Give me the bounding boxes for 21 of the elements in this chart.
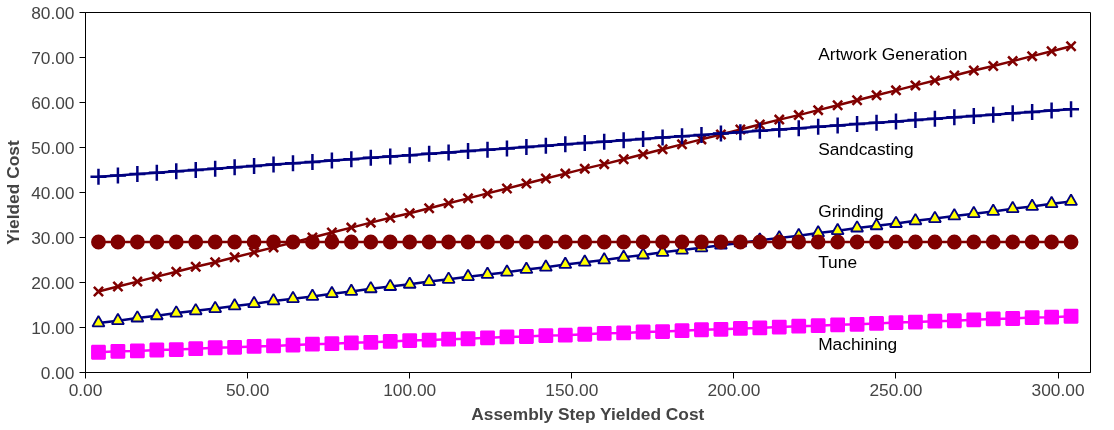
series-label: Sandcasting	[818, 138, 914, 159]
x-tick-label: 150.00	[545, 379, 599, 400]
y-tick-label: 40.00	[31, 182, 75, 203]
y-tick-label: 70.00	[31, 47, 75, 68]
y-tick-label: 10.00	[31, 317, 75, 338]
series-label: Tune	[818, 252, 858, 272]
x-axis-title: Assembly Step Yielded Cost	[471, 403, 705, 424]
y-tick-label: 80.00	[31, 2, 75, 23]
y-axis-title: Yielded Cost	[3, 140, 24, 245]
y-tick-label: 20.00	[31, 272, 75, 293]
y-tick-label: 50.00	[31, 137, 75, 158]
x-tick-label: 300.00	[1031, 379, 1085, 400]
y-tick-label: 30.00	[31, 227, 75, 248]
series-label: Machining	[818, 333, 898, 354]
series-label: Artwork Generation	[818, 44, 968, 65]
x-tick-label: 100.00	[383, 379, 437, 400]
y-tick-label: 60.00	[31, 92, 75, 113]
series-label: Grinding	[818, 201, 884, 221]
x-tick-label: 250.00	[869, 379, 923, 400]
x-tick-label: 200.00	[707, 379, 761, 400]
x-tick-label: 50.00	[225, 379, 270, 400]
